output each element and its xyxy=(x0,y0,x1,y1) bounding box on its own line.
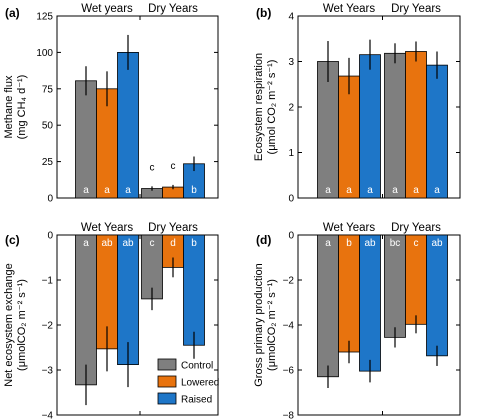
y-tick-label: 100 xyxy=(36,48,53,59)
legend: Control Lowered Raised xyxy=(157,358,219,406)
y-axis-label: Ecosystem respiration xyxy=(253,53,265,161)
bar-lowered xyxy=(338,234,360,353)
bar-control xyxy=(384,234,406,338)
y-tick-label: −6 xyxy=(283,366,295,377)
panel-label: (b) xyxy=(256,6,271,20)
significance-label: a xyxy=(346,185,352,196)
legend-label: Control xyxy=(181,361,213,372)
panel-label: (c) xyxy=(5,233,20,247)
bar-raised xyxy=(117,52,139,199)
panel-a: 0 25 50 75 100 125 Wet years Dry Years a a a c c b (a)… xyxy=(3,3,219,205)
legend-swatch xyxy=(157,375,177,388)
bar-raised xyxy=(359,234,381,372)
category-label: Wet Years xyxy=(323,3,375,15)
y-tick-label: 0 xyxy=(288,231,294,242)
y-axis-label: Net ecosystem exchange xyxy=(3,263,15,387)
bar-lowered xyxy=(338,75,360,199)
legend-label: Raised xyxy=(181,395,212,406)
category-label: Wet Years xyxy=(81,222,133,234)
category-label: Dry Years xyxy=(391,3,441,15)
category-label: Wet Years xyxy=(323,222,375,234)
significance-label: a xyxy=(104,185,110,196)
significance-label: a xyxy=(125,185,131,196)
category-label: Wet years xyxy=(81,3,133,15)
significance-label: ab xyxy=(101,238,113,249)
y-tick-label: 4 xyxy=(288,12,294,23)
category-label: Dry Years xyxy=(391,222,441,234)
y-tick-label: −1 xyxy=(42,276,54,287)
y-tick-label: −2 xyxy=(283,276,295,287)
y-tick-label: −4 xyxy=(283,321,295,332)
category-label: Dry Years xyxy=(148,3,198,15)
significance-label: ab xyxy=(431,238,443,249)
panel-label: (a) xyxy=(5,6,20,20)
y-tick-label: 0 xyxy=(288,194,294,205)
y-tick-label: −8 xyxy=(283,411,295,419)
bar-raised xyxy=(183,234,205,346)
significance-label: a xyxy=(367,185,373,196)
significance-label: bc xyxy=(390,238,401,249)
significance-label: a xyxy=(83,185,89,196)
significance-label: c xyxy=(171,161,176,172)
legend-swatch xyxy=(157,358,177,371)
y-tick-label: 50 xyxy=(42,121,54,132)
legend-label: Lowered xyxy=(181,378,219,389)
bar-raised xyxy=(359,54,381,199)
significance-label: d xyxy=(170,238,176,249)
significance-label: a xyxy=(413,185,419,196)
panel-b: 0 1 2 3 4 Wet Years Dry Years a a a a a a (b) Ecosyste… xyxy=(253,3,461,205)
y-tick-label: 125 xyxy=(36,12,53,23)
y-tick-label: 75 xyxy=(42,84,54,95)
panel-c: −4 −3 −2 −1 0 Wet Years Dry Years a ab ab c d b (c) Ne… xyxy=(3,222,219,419)
significance-label: b xyxy=(191,238,197,249)
y-tick-label: −4 xyxy=(42,411,54,419)
y-axis-label: (μmolCO₂ m⁻² s⁻¹) xyxy=(16,279,28,371)
y-tick-label: 0 xyxy=(47,194,53,205)
y-tick-label: 1 xyxy=(288,148,294,159)
significance-label: c xyxy=(150,162,155,173)
legend-swatch xyxy=(157,392,177,405)
significance-label: a xyxy=(434,185,440,196)
significance-label: b xyxy=(346,238,352,249)
y-tick-label: 3 xyxy=(288,57,294,68)
panel-label: (d) xyxy=(256,233,271,247)
y-tick-label: 0 xyxy=(47,231,53,242)
y-axis-label: Gross primary production xyxy=(253,263,265,387)
significance-label: a xyxy=(325,185,331,196)
y-axis-label: (mg CH₄ d⁻¹) xyxy=(16,75,28,140)
bar-control xyxy=(384,52,406,199)
bar-raised xyxy=(426,234,448,357)
bar-raised xyxy=(426,64,448,199)
significance-label: a xyxy=(325,238,331,249)
y-tick-label: −2 xyxy=(42,321,54,332)
category-label: Dry Years xyxy=(148,222,198,234)
significance-label: c xyxy=(414,238,419,249)
y-tick-label: 2 xyxy=(288,103,294,114)
y-axis-label: Methane flux xyxy=(3,75,15,138)
significance-label: ab xyxy=(122,238,134,249)
y-tick-label: 25 xyxy=(42,157,54,168)
significance-label: c xyxy=(150,238,155,249)
y-axis-label: (μmol CO₂ m⁻² s⁻¹) xyxy=(266,60,278,155)
significance-label: a xyxy=(392,185,398,196)
y-tick-label: −3 xyxy=(42,366,54,377)
bar-control xyxy=(317,234,339,378)
y-axis-label: (μmolCO₂ m⁻² s⁻¹) xyxy=(266,279,278,371)
bar-control xyxy=(75,234,97,386)
significance-label: ab xyxy=(364,238,376,249)
significance-label: a xyxy=(83,238,89,249)
bar-lowered xyxy=(405,51,427,199)
bar-control xyxy=(75,80,97,199)
significance-label: b xyxy=(191,185,197,196)
